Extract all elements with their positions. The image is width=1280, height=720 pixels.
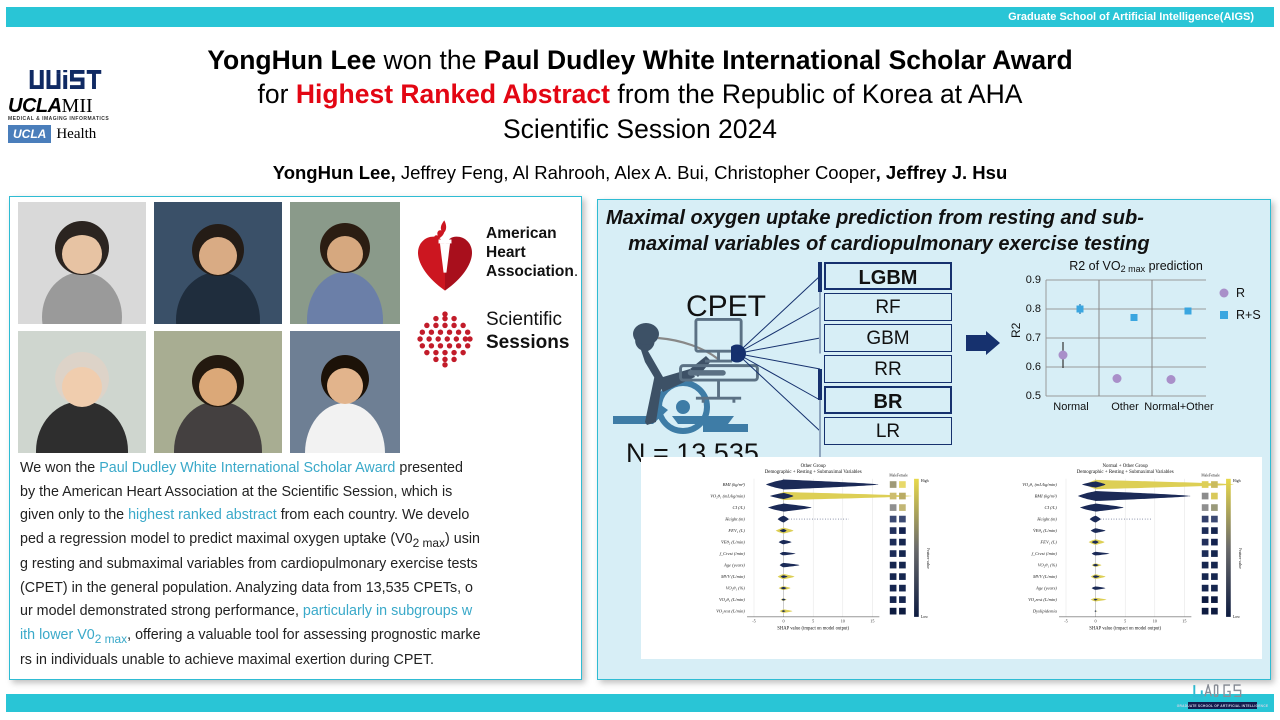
svg-text:15: 15 — [870, 619, 874, 624]
svg-text:Age (years): Age (years) — [722, 563, 744, 568]
svg-text:MVV (L/min): MVV (L/min) — [720, 574, 745, 579]
svg-text:FEV₁ (L): FEV₁ (L) — [1039, 540, 1057, 545]
svg-text:High: High — [920, 479, 928, 483]
svg-text:Low: Low — [920, 615, 927, 619]
svg-text:Demographic + Resting + Submax: Demographic + Resting + Submaximal Varia… — [764, 470, 861, 475]
svg-text:unist: unist — [1193, 697, 1200, 701]
svg-text:VO₂θ₁ (mL/kg/min): VO₂θ₁ (mL/kg/min) — [1022, 482, 1057, 487]
svg-text:Low: Low — [1232, 615, 1239, 619]
svg-text:Male: Male — [1201, 474, 1209, 478]
svg-text:FEV₁ (L): FEV₁ (L) — [727, 528, 745, 533]
svg-text:10: 10 — [840, 619, 844, 624]
svg-text:VO₂θ₁ (%): VO₂θ₁ (%) — [725, 586, 745, 591]
svg-text:Normal+Other: Normal+Other — [1144, 401, 1214, 413]
svg-text:-5: -5 — [752, 619, 755, 624]
svg-text:Female: Female — [897, 474, 908, 478]
svg-text:0.9: 0.9 — [1026, 274, 1041, 286]
svg-text:R2: R2 — [1009, 322, 1023, 338]
svg-text:0.5: 0.5 — [1026, 390, 1041, 402]
svg-text:f_Crest (/min): f_Crest (/min) — [719, 551, 745, 556]
svg-text:0: 0 — [782, 619, 784, 624]
svg-text:V̇Eθ₂ (L/min): V̇Eθ₂ (L/min) — [720, 540, 744, 545]
svg-text:Female: Female — [1209, 474, 1220, 478]
svg-text:5: 5 — [812, 619, 814, 624]
svg-text:0.7: 0.7 — [1026, 332, 1041, 344]
svg-text:Other Group: Other Group — [800, 464, 826, 469]
svg-text:CI (/L): CI (/L) — [1044, 505, 1057, 510]
svg-text:SHAP value (impact on model ou: SHAP value (impact on model output) — [1089, 626, 1161, 631]
svg-text:10: 10 — [1152, 619, 1156, 624]
svg-text:Normal + Other Group: Normal + Other Group — [1102, 464, 1148, 469]
svg-text:BMI (kg/m²): BMI (kg/m²) — [1034, 494, 1057, 499]
svg-text:R2 of VO2 max prediction: R2 of VO2 max prediction — [1069, 259, 1203, 274]
svg-text:Dyslipidemia: Dyslipidemia — [1031, 609, 1057, 614]
svg-text:CI (/L): CI (/L) — [732, 505, 745, 510]
svg-text:R+S: R+S — [1236, 308, 1261, 322]
svg-text:VO₂rest (L/min): VO₂rest (L/min) — [716, 609, 745, 614]
svg-text:VO₂rest (L/min): VO₂rest (L/min) — [1028, 597, 1057, 602]
svg-text:High: High — [1232, 479, 1240, 483]
svg-text:MVV (L/min): MVV (L/min) — [1032, 574, 1057, 579]
svg-text:VO₂θ₁ (mL/kg/min): VO₂θ₁ (mL/kg/min) — [710, 494, 745, 499]
svg-text:Demographic + Resting + Submax: Demographic + Resting + Submaximal Varia… — [1076, 470, 1173, 475]
svg-text:5: 5 — [1124, 619, 1126, 624]
svg-text:f_Crest (/min): f_Crest (/min) — [1031, 551, 1057, 556]
svg-text:Height (m): Height (m) — [724, 517, 745, 522]
svg-text:R: R — [1236, 286, 1245, 300]
svg-text:Other: Other — [1111, 401, 1139, 413]
svg-text:VO₂θ₁ (%): VO₂θ₁ (%) — [1037, 563, 1057, 568]
svg-text:Feature value: Feature value — [1238, 548, 1242, 569]
svg-text:15: 15 — [1182, 619, 1186, 624]
svg-text:0.8: 0.8 — [1026, 303, 1041, 315]
svg-text:0.6: 0.6 — [1026, 361, 1041, 373]
svg-text:0: 0 — [1094, 619, 1096, 624]
svg-text:Height (m): Height (m) — [1036, 517, 1057, 522]
svg-text:SHAP value (impact on model ou: SHAP value (impact on model output) — [777, 626, 849, 631]
svg-text:VO₂θ₁ (L/min): VO₂θ₁ (L/min) — [719, 597, 745, 602]
svg-text:Normal: Normal — [1053, 401, 1088, 413]
svg-text:V̇Eθ₂ (L/min): V̇Eθ₂ (L/min) — [1032, 528, 1056, 533]
svg-text:Age (years): Age (years) — [1034, 586, 1056, 591]
svg-text:-5: -5 — [1064, 619, 1067, 624]
svg-text:Male: Male — [889, 474, 897, 478]
svg-text:Feature value: Feature value — [926, 548, 930, 569]
svg-text:BMI (kg/m²): BMI (kg/m²) — [722, 482, 745, 487]
